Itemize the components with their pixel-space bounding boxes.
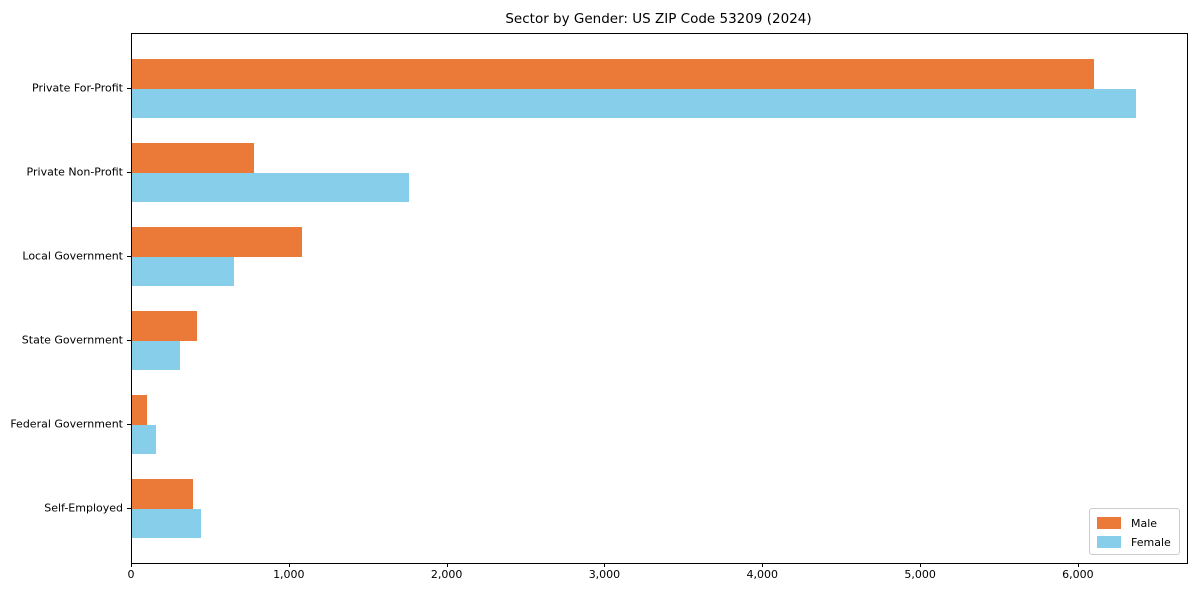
chart-title: Sector by Gender: US ZIP Code 53209 (202… <box>505 11 812 27</box>
bar-female <box>132 508 202 538</box>
y-tick-label: Private Non-Profit <box>26 165 123 178</box>
x-tick-label: 0 <box>127 568 135 581</box>
y-tick-label: State Government <box>21 333 123 346</box>
y-tick-mark <box>127 171 131 173</box>
bar-male <box>132 59 1094 89</box>
legend: Male Female <box>1089 508 1180 555</box>
x-tick-mark <box>446 563 448 567</box>
x-tick-label: 6,000 <box>1062 568 1094 581</box>
bar-male <box>132 227 302 257</box>
plot-area <box>131 33 1188 564</box>
y-tick-mark <box>127 339 131 341</box>
female-series-swatch <box>1097 536 1121 548</box>
x-tick-label: 3,000 <box>588 568 621 581</box>
y-tick-label: Self-Employed <box>44 501 123 514</box>
x-tick-label: 5,000 <box>904 568 936 581</box>
x-tick-mark <box>131 563 132 567</box>
x-tick-mark <box>920 563 922 567</box>
bar-male <box>132 143 255 173</box>
y-tick-label: Federal Government <box>10 417 123 430</box>
bar-female <box>132 256 234 286</box>
legend-item-female: Female <box>1097 534 1179 550</box>
y-tick-label: Private For-Profit <box>32 81 123 94</box>
legend-item-male: Male <box>1097 515 1179 531</box>
x-tick-mark <box>604 563 606 567</box>
legend-label-male: Male <box>1131 516 1158 530</box>
bar-female <box>132 424 156 454</box>
male-series-swatch <box>1097 517 1121 529</box>
bar-male <box>132 395 147 425</box>
bar-male <box>132 311 197 341</box>
x-tick-mark <box>1077 563 1079 567</box>
y-tick-label: Local Government <box>22 249 123 262</box>
bar-female <box>132 88 1137 118</box>
x-tick-label: 2,000 <box>430 568 463 581</box>
x-tick-label: 4,000 <box>746 568 779 581</box>
bar-male <box>132 479 193 509</box>
legend-label-female: Female <box>1131 535 1171 549</box>
x-tick-mark <box>288 563 290 567</box>
x-tick-label: 1,000 <box>273 568 305 581</box>
bar-female <box>132 172 409 202</box>
y-tick-mark <box>127 87 131 89</box>
y-tick-mark <box>127 255 131 257</box>
x-tick-mark <box>762 563 764 567</box>
y-tick-mark <box>127 507 131 509</box>
y-tick-mark <box>127 423 131 425</box>
bar-female <box>132 340 181 370</box>
